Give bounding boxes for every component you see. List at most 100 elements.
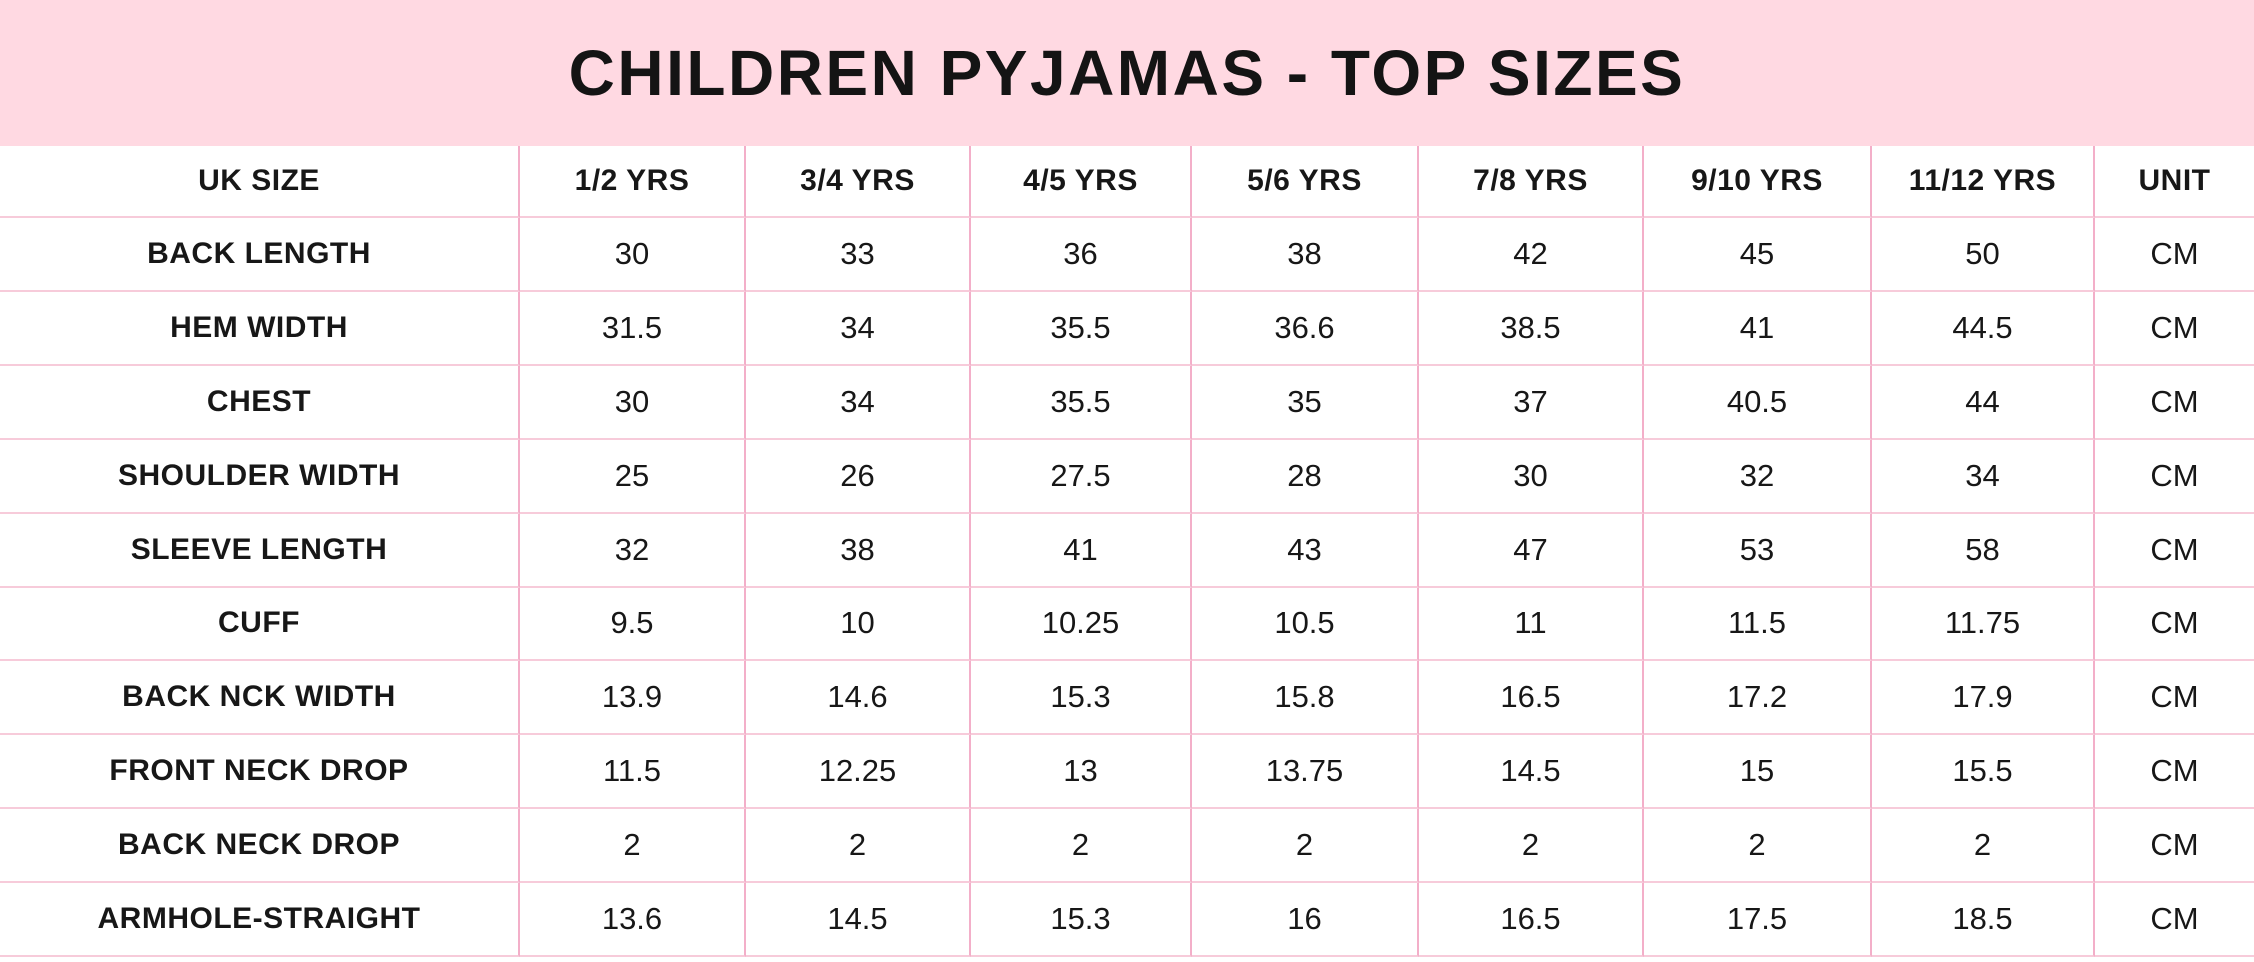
table-cell-text: 12.25 [818, 753, 897, 789]
table-cell-text: 15.8 [1274, 679, 1335, 715]
table-cell-text: 16 [1287, 901, 1322, 937]
table-cell-text: 38 [840, 531, 875, 567]
table-cell-text: 10 [840, 605, 875, 641]
table-cell-text: 27.5 [1050, 457, 1111, 493]
table-cell: 41 [971, 513, 1192, 588]
table-cell: 50 [1872, 218, 2095, 292]
table-cell-text: 2 [1748, 827, 1766, 863]
table-cell: 2 [971, 809, 1192, 884]
column-header-1-2-yrs-text: 1/2 YRS [574, 164, 690, 197]
table-cell: 13.6 [520, 883, 746, 957]
table-cell: 16 [1192, 883, 1419, 957]
table-cell-text: 35 [1287, 383, 1322, 419]
table-cell-text: 13.9 [601, 679, 663, 715]
table-cell-text: 17.9 [1952, 679, 2013, 715]
column-header-9-10-yrs: 9/10 YRS [1644, 146, 1872, 218]
unit-cell-text: CM [2150, 901, 2199, 937]
table-cell-text: 13.75 [1265, 753, 1344, 789]
table-cell: 15.3 [971, 883, 1192, 957]
table-cell-text: 2 [1973, 827, 1992, 863]
unit-cell: CM [2095, 291, 2254, 366]
table-cell: 17.5 [1644, 883, 1872, 957]
table-cell-text: 17.5 [1726, 901, 1788, 937]
column-header-5-6-yrs: 5/6 YRS [1192, 146, 1419, 218]
title-banner: CHILDREN PYJAMAS - TOP SIZES [0, 0, 2254, 146]
unit-cell: CM [2095, 439, 2254, 514]
table-cell-text: 15.3 [1050, 901, 1111, 937]
table-cell-text: 18.5 [1952, 901, 2013, 937]
table-cell: 9.5 [520, 587, 746, 662]
table-cell-text: 32 [1739, 457, 1775, 493]
table-cell: 38 [746, 513, 971, 588]
table-cell: 38 [1192, 218, 1419, 292]
table-cell: 2 [520, 809, 746, 884]
column-header-unit: UNIT [2095, 146, 2254, 218]
unit-cell: CM [2095, 587, 2254, 662]
table-cell: 11.75 [1872, 587, 2095, 662]
column-header-7-8-yrs: 7/8 YRS [1419, 146, 1644, 218]
column-header-1-2-yrs: 1/2 YRS [520, 146, 746, 218]
table-cell: 32 [520, 513, 746, 588]
table-cell-text: 15.5 [1952, 753, 2013, 789]
table-cell-text: 11.5 [1727, 605, 1787, 641]
table-cell-text: 35.5 [1050, 383, 1111, 419]
column-header-11-12-yrs: 11/12 YRS [1872, 146, 2095, 218]
table-cell-text: 45 [1739, 235, 1775, 271]
table-cell: 44 [1872, 365, 2095, 440]
table-cell-text: 30 [614, 235, 650, 271]
unit-cell: CM [2095, 883, 2254, 957]
table-cell: 36.6 [1192, 291, 1419, 366]
row-label-back-neck-drop: BACK NECK DROP [0, 809, 520, 884]
table-cell: 30 [1419, 439, 1644, 514]
table-cell-text: 36 [1063, 235, 1098, 271]
unit-cell: CM [2095, 513, 2254, 588]
table-cell: 14.5 [1419, 735, 1644, 810]
column-header-9-10-yrs-text: 9/10 YRS [1691, 164, 1823, 197]
table-cell: 2 [1419, 809, 1644, 884]
table-cell: 42 [1419, 218, 1644, 292]
unit-cell-text: CM [2150, 309, 2199, 345]
row-label-cuff: CUFF [0, 587, 520, 662]
table-cell-text: 15 [1739, 753, 1775, 789]
row-label-sleeve-length: SLEEVE LENGTH [0, 513, 520, 588]
table-cell-text: 10.25 [1041, 605, 1120, 641]
row-label-hem-width: HEM WIDTH [0, 291, 520, 366]
table-cell: 58 [1872, 513, 2095, 588]
table-cell-text: 41 [1739, 309, 1775, 345]
table-cell-text: 44 [1965, 383, 2000, 419]
unit-cell-text: CM [2150, 457, 2199, 493]
table-cell-text: 43 [1287, 531, 1322, 567]
unit-cell-text: CM [2150, 531, 2199, 567]
row-label-back-length-text: BACK LENGTH [147, 236, 371, 270]
table-cell: 40.5 [1644, 365, 1872, 440]
column-header-3-4-yrs-text: 3/4 YRS [800, 164, 915, 197]
table-cell-text: 11.5 [602, 753, 662, 789]
table-cell: 44.5 [1872, 291, 2095, 366]
table-cell-text: 13.6 [601, 901, 663, 937]
row-label-hem-width-text: HEM WIDTH [170, 310, 348, 344]
table-cell-text: 2 [623, 827, 641, 863]
table-cell: 35 [1192, 365, 1419, 440]
page-title: CHILDREN PYJAMAS - TOP SIZES [568, 37, 1686, 109]
table-cell: 47 [1419, 513, 1644, 588]
row-label-back-length: BACK LENGTH [0, 218, 520, 292]
table-cell: 37 [1419, 365, 1644, 440]
column-header-4-5-yrs: 4/5 YRS [971, 146, 1192, 218]
table-cell: 35.5 [971, 365, 1192, 440]
unit-cell: CM [2095, 661, 2254, 736]
column-header-4-5-yrs-text: 4/5 YRS [1023, 164, 1138, 197]
table-cell: 15 [1644, 735, 1872, 810]
table-cell: 2 [1872, 809, 2095, 884]
table-cell-text: 2 [1295, 827, 1314, 863]
table-cell: 2 [1192, 809, 1419, 884]
table-cell-text: 28 [1287, 457, 1322, 493]
column-header-3-4-yrs: 3/4 YRS [746, 146, 971, 218]
table-cell: 27.5 [971, 439, 1192, 514]
table-cell-text: 15.3 [1050, 679, 1111, 715]
table-cell-text: 11.75 [1944, 605, 2021, 641]
row-label-back-nck-width-text: BACK NCK WIDTH [122, 680, 396, 714]
table-cell: 15.5 [1872, 735, 2095, 810]
table-cell: 11.5 [1644, 587, 1872, 662]
unit-cell: CM [2095, 365, 2254, 440]
